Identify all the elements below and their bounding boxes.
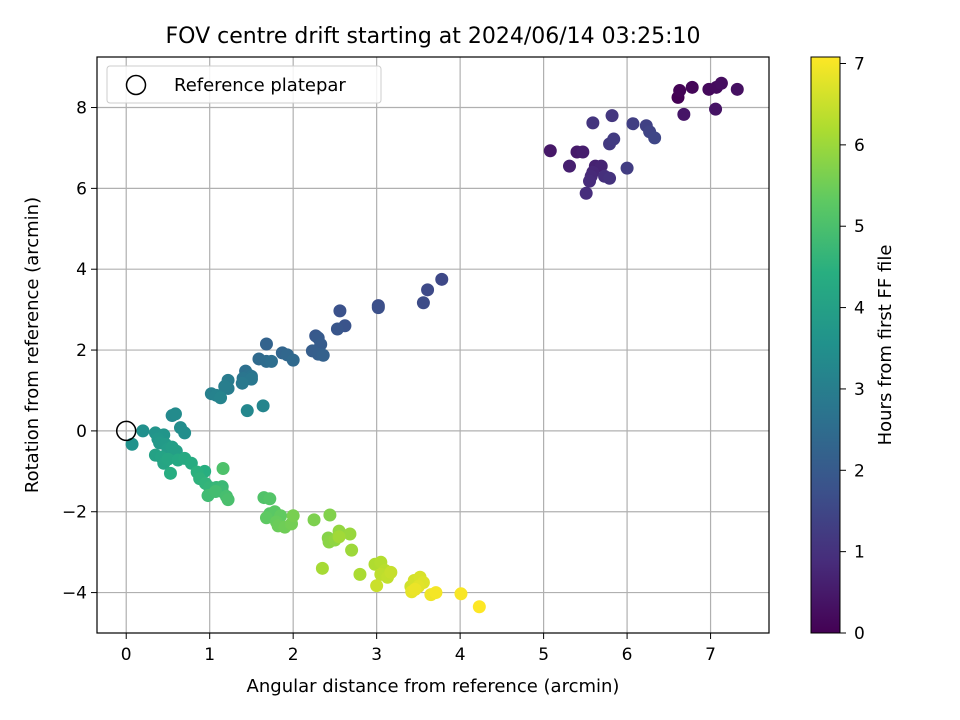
data-point (576, 145, 590, 159)
data-point (730, 82, 744, 96)
data-point (343, 527, 357, 541)
data-point (709, 102, 723, 116)
data-point (216, 461, 230, 475)
data-point (264, 354, 278, 368)
y-tick-label: −2 (62, 503, 87, 523)
x-tick-label: 2 (288, 645, 299, 665)
y-tick-label: 4 (76, 260, 87, 280)
data-point (714, 76, 728, 90)
data-point (259, 511, 273, 525)
legend-marker-reference (125, 74, 147, 96)
data-point (673, 84, 687, 98)
data-point (435, 272, 449, 286)
colorbar-tick-label: 4 (854, 299, 865, 319)
colorbar-tick-label: 5 (854, 217, 865, 237)
x-tick-label: 7 (705, 645, 716, 665)
data-point (163, 466, 177, 480)
data-point (136, 424, 150, 438)
colorbar-tick-label: 6 (854, 136, 865, 156)
y-axis-label: Rotation from reference (arcmin) (22, 197, 43, 493)
data-point (323, 508, 337, 522)
data-point (685, 80, 699, 94)
data-point (603, 171, 617, 185)
colorbar-ticks: 0 1 2 3 4 5 6 7 (840, 55, 865, 644)
y-tick-label: 6 (76, 179, 87, 199)
data-point (370, 579, 384, 593)
data-point (421, 283, 435, 297)
data-point (315, 561, 329, 575)
data-point (586, 116, 600, 130)
data-point (543, 144, 557, 158)
legend-box (106, 65, 382, 104)
colorbar-tick-label: 7 (854, 55, 865, 75)
x-tick-label: 6 (622, 645, 633, 665)
data-point (605, 109, 619, 123)
y-tick-label: 0 (76, 422, 87, 442)
data-point (332, 530, 346, 544)
data-point (221, 493, 235, 507)
reference-point-marker (115, 420, 137, 442)
grid-lines (97, 57, 769, 633)
data-point (235, 376, 249, 390)
data-point (371, 301, 385, 315)
data-point (286, 509, 300, 523)
colorbar-gradient (810, 56, 841, 634)
scatter-points (115, 76, 744, 614)
y-axis-ticks: −4 −2 0 2 4 6 8 (62, 99, 97, 604)
data-point (161, 452, 175, 466)
data-point (263, 492, 277, 506)
data-point (345, 543, 359, 557)
x-tick-label: 4 (455, 645, 466, 665)
data-point (256, 399, 270, 413)
colorbar-tick-label: 3 (854, 380, 865, 400)
data-point (583, 174, 597, 188)
data-point (330, 322, 344, 336)
data-point (454, 587, 468, 601)
x-axis-label: Angular distance from reference (arcmin) (247, 676, 620, 697)
data-point (209, 485, 223, 499)
y-tick-label: 2 (76, 341, 87, 361)
colorbar-label: Hours from first FF file (875, 245, 896, 446)
data-point (472, 600, 486, 614)
data-point (562, 159, 576, 173)
colorbar-tick-label: 0 (854, 624, 865, 644)
data-point (648, 131, 662, 145)
x-tick-label: 0 (121, 645, 132, 665)
data-point (607, 132, 621, 146)
x-axis-ticks: 0 1 2 3 4 5 6 7 (121, 633, 716, 665)
legend: Reference platepar (106, 65, 382, 104)
data-point (125, 437, 139, 451)
x-tick-label: 1 (204, 645, 215, 665)
data-point (333, 304, 347, 318)
data-point (218, 379, 232, 393)
legend-label-reference: Reference platepar (174, 75, 346, 96)
data-point (677, 107, 691, 121)
data-point (353, 567, 367, 581)
data-point (286, 353, 300, 367)
data-point (316, 348, 330, 362)
plot-frame (96, 56, 770, 634)
data-point (384, 565, 398, 579)
data-point (178, 426, 192, 440)
colorbar-tick-label: 1 (854, 543, 865, 563)
data-point (416, 296, 430, 310)
y-tick-label: −4 (62, 584, 87, 604)
data-point (620, 161, 634, 175)
data-point (240, 404, 254, 418)
x-tick-label: 5 (538, 645, 549, 665)
data-point (168, 407, 182, 421)
data-point (626, 117, 640, 131)
y-tick-label: 8 (76, 99, 87, 119)
x-tick-label: 3 (371, 645, 382, 665)
colorbar: 0 1 2 3 4 5 6 7 Hours from first FF file (810, 55, 896, 644)
data-point (307, 513, 321, 527)
colorbar-tick-label: 2 (854, 461, 865, 481)
data-point (408, 582, 422, 596)
data-point (579, 186, 593, 200)
data-point (214, 391, 228, 405)
data-point (259, 337, 273, 351)
chart-title: FOV centre drift starting at 2024/06/14 … (166, 24, 701, 49)
data-point (429, 586, 443, 600)
